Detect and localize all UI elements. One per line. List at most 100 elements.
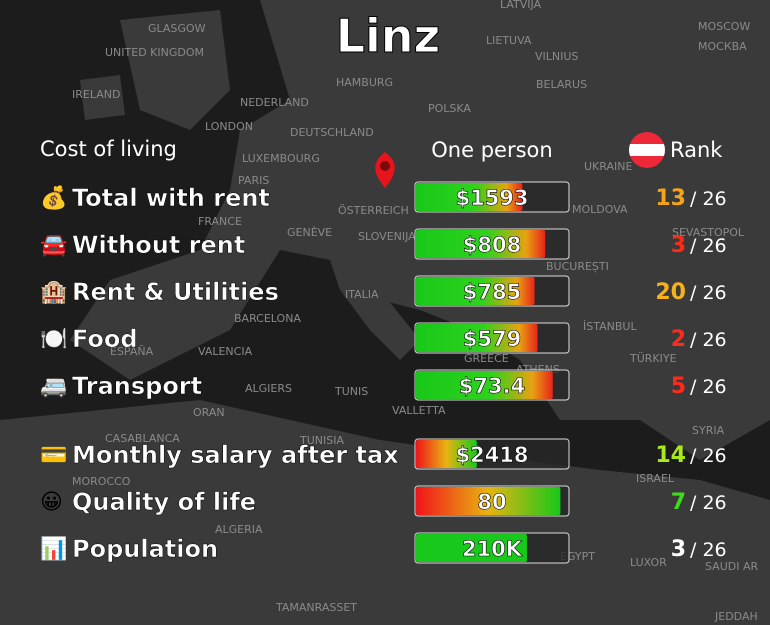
pin-dot	[380, 161, 390, 171]
map-labels: GLASGOW UNITED KINGDOM IRELAND LONDON NEDERL…	[72, 0, 758, 623]
map-label: İSTANBUL	[583, 320, 637, 333]
bar-fill	[416, 183, 523, 211]
map-label: ESPAÑA	[110, 345, 154, 358]
map-label: LATVIJA	[500, 0, 542, 11]
bar-value: $73.4	[459, 374, 525, 398]
map-label: NEDERLAND	[240, 96, 309, 109]
row-label: Quality of life	[72, 488, 256, 516]
rank: 5	[671, 374, 686, 399]
map-label: ALGIERS	[245, 382, 292, 395]
map-label: LUXEMBOURG	[242, 152, 320, 165]
row-icon: 💳	[40, 443, 67, 468]
map-label: UNITED KINGDOM	[105, 46, 204, 59]
rows: 💰 Total with rent $1593 13/ 26🚘 Without rent…	[40, 181, 727, 564]
rank: 3	[671, 233, 686, 258]
map-label: POLSKA	[428, 102, 471, 115]
map-label: ÖSTERREICH	[338, 204, 409, 217]
map-label: GREECE	[464, 352, 509, 365]
map-label: ISRAEL	[636, 472, 675, 485]
map-label: VALLETTA	[392, 404, 446, 417]
rank-total: / 26	[690, 329, 727, 351]
rank-total: / 26	[690, 539, 727, 561]
map-label: HAMBURG	[336, 76, 393, 89]
bar-fill	[416, 534, 527, 562]
map-label: BUCUREȘTI	[546, 260, 609, 273]
map-label: SYRIA	[692, 424, 725, 437]
row-icon: 🚐	[40, 374, 67, 399]
map-label: SEVASTOPOL	[672, 226, 745, 239]
rank-total: / 26	[690, 376, 727, 398]
rank: 20	[655, 280, 686, 305]
bar-fill	[416, 324, 538, 352]
row-icon: 🏨	[40, 280, 67, 305]
map-label: TUNIS	[334, 385, 368, 398]
map-label: MOSCOW	[698, 20, 750, 33]
bar-value: $579	[463, 327, 521, 351]
bar-fill	[416, 440, 477, 468]
map-label: SLOVENIJA	[358, 230, 416, 243]
flag-austria	[629, 132, 665, 168]
rank: 13	[655, 186, 686, 211]
map-label: LUXOR	[630, 556, 667, 569]
map-label: LIETUVA	[486, 34, 532, 47]
rank-total: / 26	[690, 282, 727, 304]
map-label: UKRAINE	[584, 160, 632, 173]
rank: 7	[671, 490, 686, 515]
bar-value: $785	[463, 280, 521, 304]
map-label: GENÈVE	[287, 226, 332, 239]
row-label: Total with rent	[72, 184, 270, 212]
map-label: PARIS	[238, 174, 269, 187]
rank-total: / 26	[690, 492, 727, 514]
map-label: TUNISIA	[299, 434, 344, 447]
map-label: LONDON	[205, 120, 253, 133]
map-label: IRELAND	[72, 88, 120, 101]
row-label: Without rent	[72, 231, 245, 259]
bar-fill	[416, 487, 561, 515]
bar-value: 210K	[462, 537, 523, 561]
map-label: JEDDAH	[714, 610, 758, 623]
map-label: FRANCE	[198, 215, 242, 228]
rank-total: / 26	[690, 235, 727, 257]
row-icon: 🚘	[40, 233, 67, 258]
header-rank: Rank	[670, 138, 723, 162]
map-label: BELARUS	[536, 78, 587, 91]
header-column: One person	[431, 138, 552, 162]
bar-value: $808	[463, 233, 521, 257]
bar-fill	[416, 371, 553, 399]
map-label: SAUDI AR	[705, 560, 758, 573]
bar-value: $2418	[455, 443, 528, 467]
bar-value: $1593	[455, 186, 528, 210]
title: Linz	[336, 9, 441, 63]
map-label: ITALIA	[345, 288, 379, 301]
row-label: Food	[72, 325, 138, 353]
row-icon: 📊	[40, 536, 67, 562]
map-label: МОСКВА	[698, 40, 747, 53]
row-label: Population	[72, 535, 218, 563]
map-label: MOLDOVA	[572, 203, 628, 216]
map-label: DEUTSCHLAND	[290, 126, 374, 139]
map-label: GLASGOW	[148, 22, 206, 35]
map-label: CASABLANCA	[105, 432, 180, 445]
map-label: TAMANRASSET	[275, 601, 357, 614]
map-label: VALENCIA	[198, 345, 253, 358]
row-icon: 💰	[40, 185, 67, 211]
map-label: TÜRKIYE	[629, 352, 677, 365]
map-label: VILNIUS	[535, 50, 578, 63]
header-category: Cost of living	[40, 137, 177, 161]
row-label: Monthly salary after tax	[72, 441, 399, 469]
row-icon: 🍽️	[40, 327, 67, 352]
bar-fill	[416, 277, 535, 305]
bar-value: 80	[477, 490, 506, 514]
row-icon: 😀	[40, 490, 63, 515]
bar-fill	[416, 230, 546, 258]
rank: 2	[671, 327, 686, 352]
rank-total: / 26	[690, 188, 727, 210]
rank: 14	[655, 443, 686, 468]
row-label: Rent & Utilities	[72, 278, 279, 306]
row-label: Transport	[72, 372, 202, 400]
rank-total: / 26	[690, 445, 727, 467]
map-label: ALGERIA	[215, 523, 263, 536]
map-label: MOROCCO	[72, 475, 131, 488]
